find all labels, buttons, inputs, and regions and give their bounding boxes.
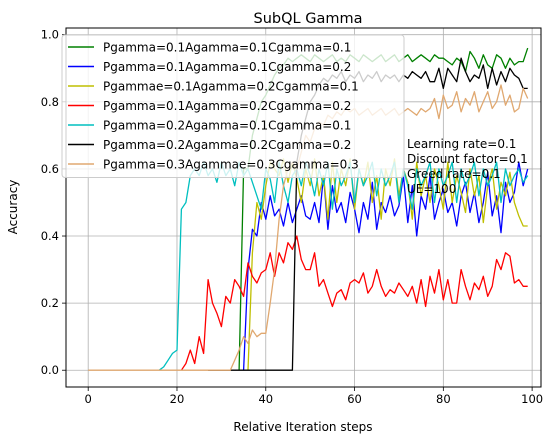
y-axis-label: Accuracy [6, 180, 20, 235]
x-tick-label: 60 [347, 392, 362, 406]
series-line-4 [180, 235, 528, 371]
x-tick-label: 40 [258, 392, 273, 406]
legend-label: Pgamma=0.1Agamma=0.1Cgamma=0.2 [103, 60, 351, 74]
series-line-5 [158, 161, 529, 371]
x-axis-label: Relative Iteration steps [233, 420, 372, 434]
legend-label: Pgamma=0.2Agamma=0.2Cgamma=0.2 [103, 138, 351, 152]
legend-label: Pgamma=0.3Agammae=0.3Cgamma=0.3 [103, 158, 359, 172]
x-axis: 0 20 40 60 80 100 [85, 387, 543, 406]
legend-label: Pgamma=0.1Agamma=0.2Cgamma=0.2 [103, 99, 351, 113]
plot-frame [65, 27, 542, 388]
annotation-line: Greed rate=0.1 [407, 167, 501, 181]
y-axis: 0.0 0.2 0.4 0.6 0.8 1.0 [41, 28, 66, 377]
y-tick-label: 0.2 [41, 296, 59, 310]
y-tick-label: 0.4 [41, 229, 59, 243]
legend-box [61, 34, 405, 178]
x-tick-label: 80 [436, 392, 451, 406]
legend-label: Pgamma=0.1Agamma=0.1Cgamma=0.1 [103, 41, 351, 55]
annotation-line: Discount factor=0.1 [407, 152, 528, 166]
legend-label: Pgammae=0.1Agamma=0.2Cgamma=0.1 [103, 80, 359, 94]
chart-title: SubQL Gamma [254, 11, 363, 27]
y-tick-label: 0.8 [41, 95, 59, 109]
series-line-2 [242, 161, 529, 371]
x-tick-label: 20 [170, 392, 185, 406]
x-tick-label: 100 [521, 392, 543, 406]
legend-label: Pgamma=0.2Agamma=0.1Cgamma=0.1 [103, 119, 351, 133]
y-tick-label: 0.6 [41, 162, 59, 176]
legend: Pgamma=0.1Agamma=0.1Cgamma=0.1 Pgamma=0.1… [61, 34, 405, 178]
annotation-line: Learning rate=0.1 [407, 137, 516, 151]
y-tick-label: 1.0 [41, 28, 59, 42]
annotation-line: UE=100 [407, 182, 456, 196]
x-tick-label: 0 [85, 392, 92, 406]
y-tick-label: 0.0 [41, 363, 59, 377]
